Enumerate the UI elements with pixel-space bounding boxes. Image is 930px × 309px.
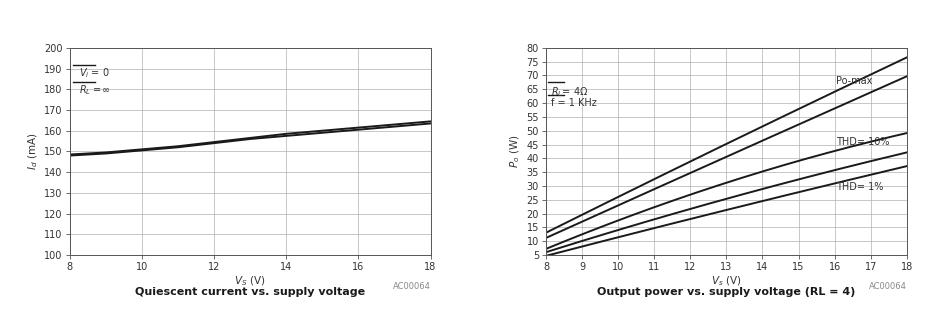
Text: Output power vs. supply voltage (RL = 4): Output power vs. supply voltage (RL = 4): [597, 287, 856, 297]
Text: $R_L$ =∞: $R_L$ =∞: [79, 83, 110, 97]
Text: Po-max: Po-max: [836, 76, 872, 86]
Text: AC00064: AC00064: [869, 282, 907, 291]
Y-axis label: $P_o$ (W): $P_o$ (W): [509, 134, 523, 168]
Text: Quiescent current vs. supply voltage: Quiescent current vs. supply voltage: [135, 287, 365, 297]
X-axis label: $V_s$ (V): $V_s$ (V): [711, 275, 742, 288]
Text: f = 1 KHz: f = 1 KHz: [551, 98, 597, 108]
Text: THD= 1%: THD= 1%: [836, 182, 884, 192]
Text: $R_L$= 4Ω: $R_L$= 4Ω: [551, 85, 589, 99]
Text: $V_i$ = 0: $V_i$ = 0: [79, 66, 110, 80]
Text: THD= 10%: THD= 10%: [836, 137, 890, 147]
X-axis label: $V_S$ (V): $V_S$ (V): [234, 275, 266, 288]
Y-axis label: $I_d$ (mA): $I_d$ (mA): [27, 133, 40, 170]
Text: AC00064: AC00064: [392, 282, 431, 291]
